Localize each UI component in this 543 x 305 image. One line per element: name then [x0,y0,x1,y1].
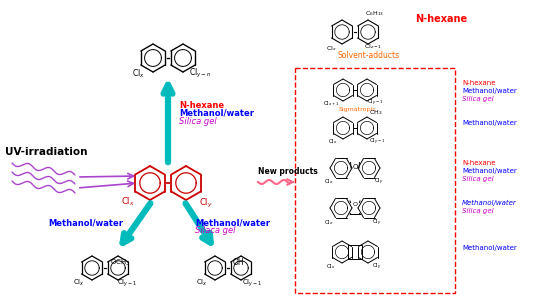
Text: N-hexane: N-hexane [462,160,496,166]
Text: Methanol/water: Methanol/water [195,218,270,227]
Text: Silaca gel: Silaca gel [195,226,236,235]
Text: Methanol/water: Methanol/water [462,120,517,126]
Text: Cl$_{y-1}$: Cl$_{y-1}$ [369,137,386,147]
Text: Cl$_x$: Cl$_x$ [326,262,336,271]
Text: Cl$_{y-1}$: Cl$_{y-1}$ [117,278,137,289]
Text: Cl$_{x+1}$: Cl$_{x+1}$ [323,99,339,108]
Text: Sigmatropic: Sigmatropic [339,107,377,112]
Text: Silica gel: Silica gel [462,96,494,102]
Text: Methanol/water: Methanol/water [48,218,123,227]
Text: Methanol/water: Methanol/water [462,168,517,174]
Text: O: O [352,202,357,206]
Text: Cl$_{y-n}$: Cl$_{y-n}$ [189,67,211,81]
Text: Cl$_x$: Cl$_x$ [131,68,144,81]
Text: CH$_3$: CH$_3$ [369,108,382,117]
Text: UV-irradiation: UV-irradiation [5,147,87,157]
Text: Cl$_x$: Cl$_x$ [121,196,135,209]
Text: N-hexane: N-hexane [415,14,467,24]
Text: OH: OH [233,258,245,267]
Text: C$_6$H$_{13}$: C$_6$H$_{13}$ [365,9,384,18]
Text: Cl$_{y-1}$: Cl$_{y-1}$ [367,98,383,108]
Text: Cl$_y$: Cl$_y$ [372,262,382,272]
Text: Silica gel: Silica gel [462,208,494,214]
Text: Silica gel: Silica gel [179,117,217,126]
Text: Cl$_x$: Cl$_x$ [324,218,334,227]
Text: N-hexane: N-hexane [462,80,496,86]
Text: Solvent-adducts: Solvent-adducts [337,51,399,60]
Text: Cl$_{z-1}$: Cl$_{z-1}$ [364,42,382,51]
Text: Cl$_x$: Cl$_x$ [196,278,208,288]
Text: Cl$_y$: Cl$_y$ [374,177,384,187]
Text: Silica gel: Silica gel [462,176,494,182]
Text: Cl$_x$: Cl$_x$ [324,177,334,186]
Text: O: O [352,164,358,170]
Text: New products: New products [258,167,318,176]
Text: Methanol/water: Methanol/water [462,88,517,94]
Text: Cl$_x$: Cl$_x$ [326,44,337,53]
Text: Methanol/water: Methanol/water [462,200,517,206]
Text: Cl$_{y-1}$: Cl$_{y-1}$ [242,278,262,289]
Text: OCH$_3$: OCH$_3$ [110,258,130,268]
Text: Cl$_y$: Cl$_y$ [199,196,213,210]
Text: Methanol/water: Methanol/water [179,109,254,118]
Text: N-hexane: N-hexane [179,101,224,110]
Text: Cl$_x$: Cl$_x$ [73,278,85,288]
Text: Cl$_y$: Cl$_y$ [372,218,382,228]
Text: Cl$_x$: Cl$_x$ [328,137,338,146]
Text: Methanol/water: Methanol/water [462,245,517,251]
